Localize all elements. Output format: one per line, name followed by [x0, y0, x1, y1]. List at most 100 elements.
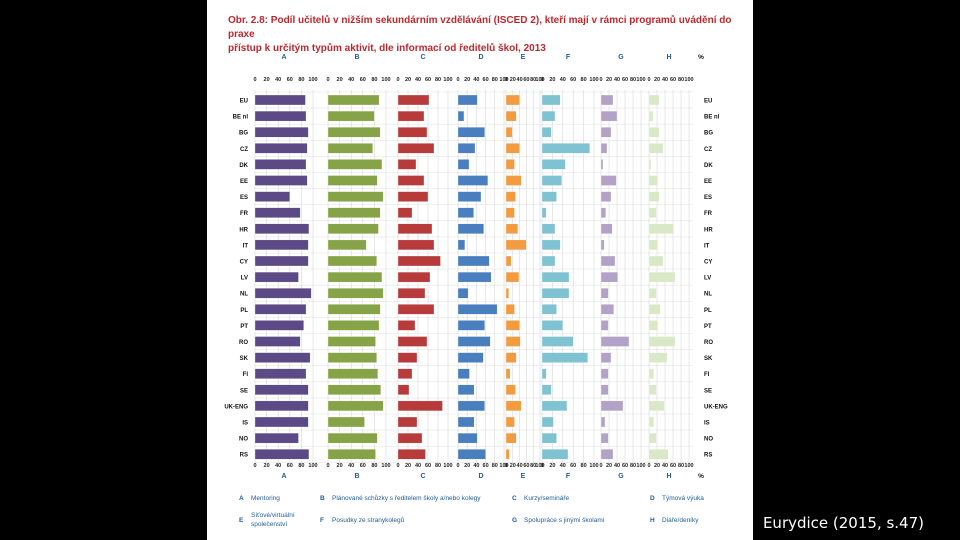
tick-label: 0 [647, 463, 650, 469]
category-label-left: EU [240, 99, 248, 105]
bar-a [254, 143, 308, 154]
tick-label: 100 [535, 77, 544, 83]
bar-a [254, 255, 309, 267]
tick-label: 80 [298, 77, 304, 83]
bar-h [648, 288, 657, 299]
bar-e [505, 223, 519, 234]
bar-b [327, 191, 384, 202]
tick-label: 60 [570, 77, 576, 83]
bar-b [327, 400, 384, 412]
bar-e [505, 336, 521, 347]
legend-label-c: Kurzy/semináře [524, 495, 570, 502]
bar-a [254, 400, 309, 412]
category-label-right: FR [704, 211, 713, 217]
bar-b [327, 127, 381, 138]
tick-label: 40 [614, 77, 620, 83]
bar-a [254, 94, 306, 106]
bar-b [327, 207, 381, 218]
tick-label: 0 [326, 77, 329, 83]
bar-g [600, 223, 613, 234]
bar-g [600, 271, 618, 283]
tick-label: 80 [581, 463, 587, 469]
bar-h [648, 223, 674, 234]
tick-label: 0 [647, 77, 650, 83]
tick-label: 20 [606, 463, 612, 469]
tick-label: 20 [510, 463, 516, 469]
category-label-left: EE [240, 179, 248, 185]
panel-label-a: A [281, 54, 286, 61]
bar-h [648, 336, 676, 347]
bar-c [397, 255, 441, 267]
tick-label: 100 [684, 463, 693, 469]
bar-d [457, 384, 475, 395]
tick-label: 80 [435, 463, 441, 469]
category-label-left: RS [240, 453, 248, 459]
category-label-right: IS [704, 421, 710, 427]
tick-label: 60 [483, 463, 489, 469]
bar-c [397, 223, 433, 234]
bar-h [648, 320, 658, 331]
legend-key-e: E [239, 517, 244, 524]
panel-label-d: D [478, 473, 483, 480]
tick-label: 60 [670, 463, 676, 469]
tick-label: 100 [443, 463, 452, 469]
bar-f [541, 175, 562, 186]
bar-f [541, 304, 557, 315]
bar-d [457, 207, 474, 218]
bar-e [505, 191, 516, 202]
tick-label: 60 [360, 77, 366, 83]
tick-label: 40 [614, 463, 620, 469]
bar-h [648, 94, 660, 106]
category-label-left: HR [239, 227, 248, 233]
bar-g [600, 352, 612, 363]
bar-h [648, 384, 657, 395]
panel-label-e: E [521, 473, 526, 480]
bar-e [505, 320, 520, 331]
bar-e [505, 368, 511, 379]
tick-label: 60 [622, 77, 628, 83]
bar-e [505, 207, 515, 218]
tick-label: 80 [530, 77, 536, 83]
tick-label: 80 [630, 77, 636, 83]
tick-label: 20 [264, 463, 270, 469]
tick-label: 40 [275, 463, 281, 469]
tick-label: 40 [662, 463, 668, 469]
panel-label-f: F [566, 54, 571, 61]
unit-label: % [698, 54, 704, 61]
category-label-left: BE nl [233, 115, 249, 121]
bar-b [327, 432, 378, 444]
bar-c [397, 288, 426, 299]
tick-label: 80 [298, 463, 304, 469]
bar-h [648, 110, 654, 122]
bar-b [327, 449, 376, 460]
tick-label: 100 [308, 463, 317, 469]
legend-key-b: B [320, 495, 325, 502]
tick-label: 0 [504, 77, 507, 83]
tick-label: 0 [253, 463, 256, 469]
bar-b [327, 175, 378, 186]
tick-label: 40 [560, 77, 566, 83]
bar-e [505, 384, 516, 395]
bar-h [648, 255, 664, 267]
legend-key-c: C [512, 495, 517, 502]
tick-label: 0 [326, 463, 329, 469]
bar-f [541, 336, 574, 347]
bar-g [600, 384, 609, 395]
bar-h [648, 449, 669, 460]
bar-h [648, 191, 660, 202]
category-label-left: CZ [240, 147, 248, 153]
bar-c [397, 271, 431, 283]
figure-panel: Obr. 2.8: Podíl učitelů v nižším sekundá… [207, 0, 753, 540]
bar-f [541, 400, 568, 412]
bar-g [600, 336, 630, 347]
tick-label: 20 [405, 463, 411, 469]
panel-label-f: F [566, 473, 571, 480]
tick-label: 100 [381, 77, 390, 83]
category-label-right: SE [704, 388, 712, 394]
bar-f [541, 416, 554, 428]
bar-e [505, 159, 515, 170]
category-label-right: NO [704, 437, 713, 443]
category-label-right: CY [704, 260, 712, 266]
bar-a [254, 207, 301, 218]
bar-a [254, 239, 309, 251]
